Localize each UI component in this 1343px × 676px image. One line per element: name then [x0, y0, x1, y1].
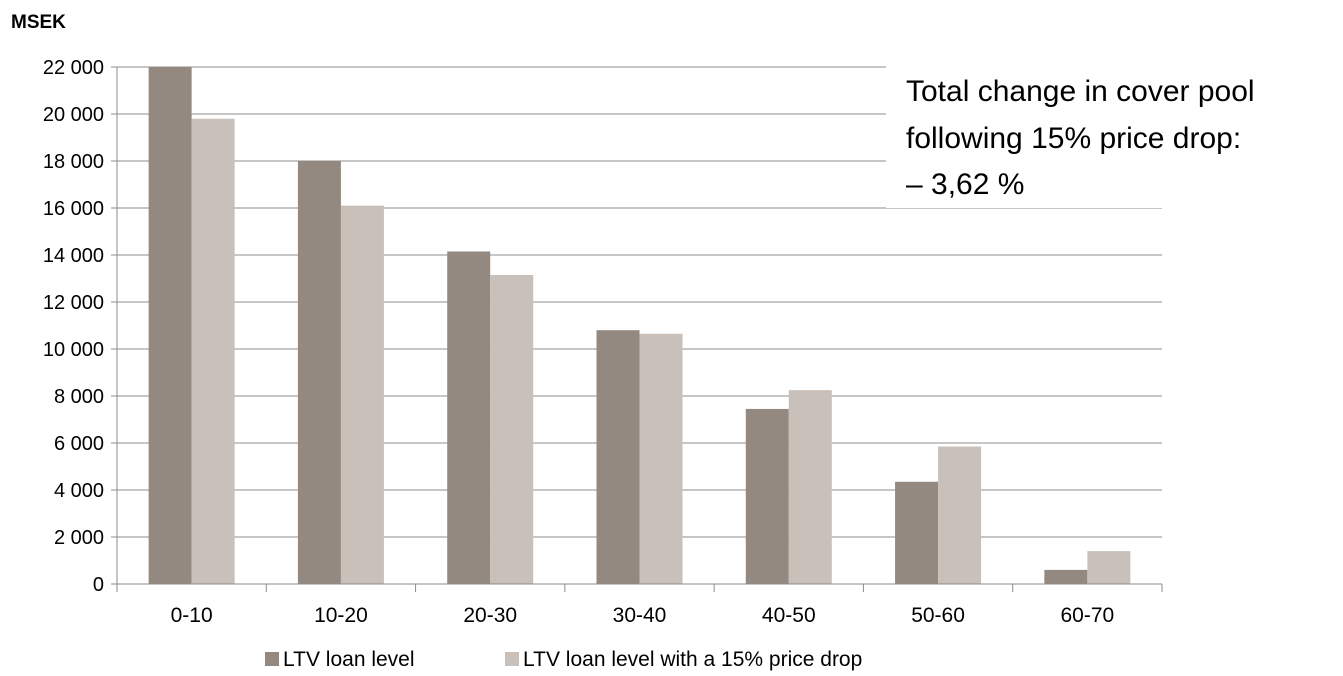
legend-swatch-series-2 [505, 652, 519, 666]
y-tick-label: 14 000 [43, 245, 104, 267]
x-tick-label: 30-40 [613, 604, 667, 627]
bar-series-1-20-30 [447, 251, 491, 584]
y-tick-label: 2 000 [54, 527, 104, 549]
y-tick-label: 0 [93, 574, 104, 596]
bar-series-2-50-60 [938, 446, 982, 584]
x-tick-label: 60-70 [1060, 604, 1114, 627]
annotation-background [886, 60, 1343, 208]
legend-label-series-2: LTV loan level with a 15% price drop [523, 648, 862, 671]
y-tick-label: 16 000 [43, 198, 104, 220]
legend: LTV loan level LTV loan level with a 15%… [265, 648, 862, 671]
x-tick-label: 40-50 [762, 604, 816, 627]
bars [148, 67, 1131, 584]
y-tick-label: 6 000 [54, 433, 104, 455]
x-tick-label: 0-10 [171, 604, 213, 627]
x-tick-label: 50-60 [911, 604, 965, 627]
y-tick-label: 22 000 [43, 57, 104, 79]
annotation-line-1: Total change in cover pool [906, 75, 1255, 108]
annotation-line-2: following 15% price drop: [906, 122, 1241, 155]
y-tick-label: 18 000 [43, 151, 104, 173]
legend-label-series-1: LTV loan level [283, 648, 415, 671]
y-tick-label: 8 000 [54, 386, 104, 408]
bar-series-1-50-60 [895, 481, 939, 584]
bar-series-1-0-10 [148, 67, 192, 584]
y-tick-label: 12 000 [43, 292, 104, 314]
x-tick-label: 10-20 [314, 604, 368, 627]
bar-series-2-60-70 [1087, 551, 1131, 584]
axes: 0 2 000 4 000 6 000 8 000 10 000 12 000 14 000 1… [43, 57, 1163, 627]
x-tick-label: 20-30 [463, 604, 517, 627]
bar-series-2-10-20 [340, 205, 384, 584]
annotation-line-3: – 3,62 % [906, 168, 1024, 201]
bar-series-1-60-70 [1044, 569, 1088, 584]
bar-series-2-40-50 [788, 390, 832, 584]
unit-label: MSEK [11, 12, 66, 33]
y-tick-label: 10 000 [43, 339, 104, 361]
y-tick-label: 4 000 [54, 480, 104, 502]
y-tick-label: 20 000 [43, 104, 104, 126]
bar-series-1-10-20 [297, 161, 341, 584]
bar-series-2-20-30 [490, 274, 534, 584]
legend-swatch-series-1 [265, 652, 279, 666]
bar-series-2-30-40 [639, 333, 683, 584]
bar-series-2-0-10 [191, 118, 235, 584]
bar-series-1-40-50 [745, 408, 789, 584]
bar-series-1-30-40 [596, 330, 640, 584]
